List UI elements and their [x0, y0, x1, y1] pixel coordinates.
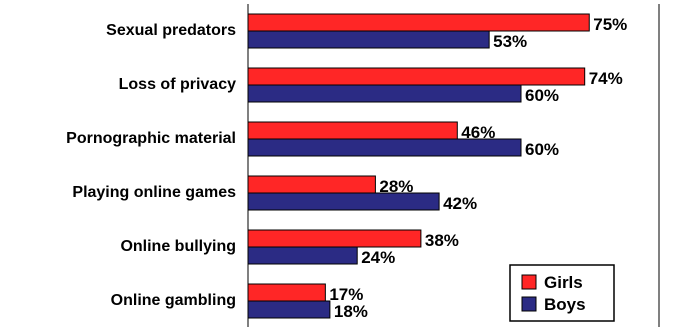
bar-boys — [247, 246, 358, 265]
data-label-girls: 74% — [589, 69, 623, 88]
bar-boys — [247, 300, 331, 319]
bar-boys — [247, 192, 440, 211]
legend-swatch-boys — [521, 296, 537, 312]
category-label: Pornographic material — [66, 130, 236, 147]
data-label-boys: 24% — [361, 248, 395, 267]
category-label: Online gambling — [111, 292, 236, 309]
category-label: Loss of privacy — [119, 76, 236, 93]
data-label-girls: 28% — [379, 177, 413, 196]
bar-boys — [247, 84, 522, 103]
legend: Girls Boys — [509, 264, 615, 322]
category-labels: Sexual predators Loss of privacy Pornograp… — [66, 22, 236, 309]
bar-girls — [247, 67, 586, 86]
plot-frame — [247, 4, 660, 327]
bar-girls — [247, 283, 326, 302]
legend-box — [509, 264, 615, 322]
value-labels: 75% 53% 74% 60% 46% 60% 28% 42% 38% 24% 17%18% — [329, 15, 627, 321]
bar-girls — [247, 121, 458, 140]
data-label-boys: 18% — [334, 302, 368, 321]
data-label-boys: 60% — [525, 140, 559, 159]
data-label-boys: 60% — [525, 86, 559, 105]
data-label-boys: 42% — [443, 194, 477, 213]
data-label-boys: 53% — [493, 32, 527, 51]
legend-label-girls: Girls — [544, 273, 583, 292]
data-label-girls: 46% — [461, 123, 495, 142]
category-label: Sexual predators — [106, 22, 236, 39]
data-label-girls: 75% — [593, 15, 627, 34]
legend-swatch-girls — [521, 274, 537, 290]
bar-boys — [247, 138, 522, 157]
bar-girls — [247, 175, 376, 194]
data-label-girls: 17% — [329, 285, 363, 304]
data-label-girls: 38% — [425, 231, 459, 250]
bar-girls — [247, 13, 590, 32]
bars — [247, 13, 590, 319]
legend-label-boys: Boys — [544, 295, 586, 314]
category-label: Playing online games — [72, 184, 236, 201]
bar-boys — [247, 30, 490, 49]
bar-girls — [247, 229, 422, 248]
category-label: Online bullying — [120, 238, 236, 255]
